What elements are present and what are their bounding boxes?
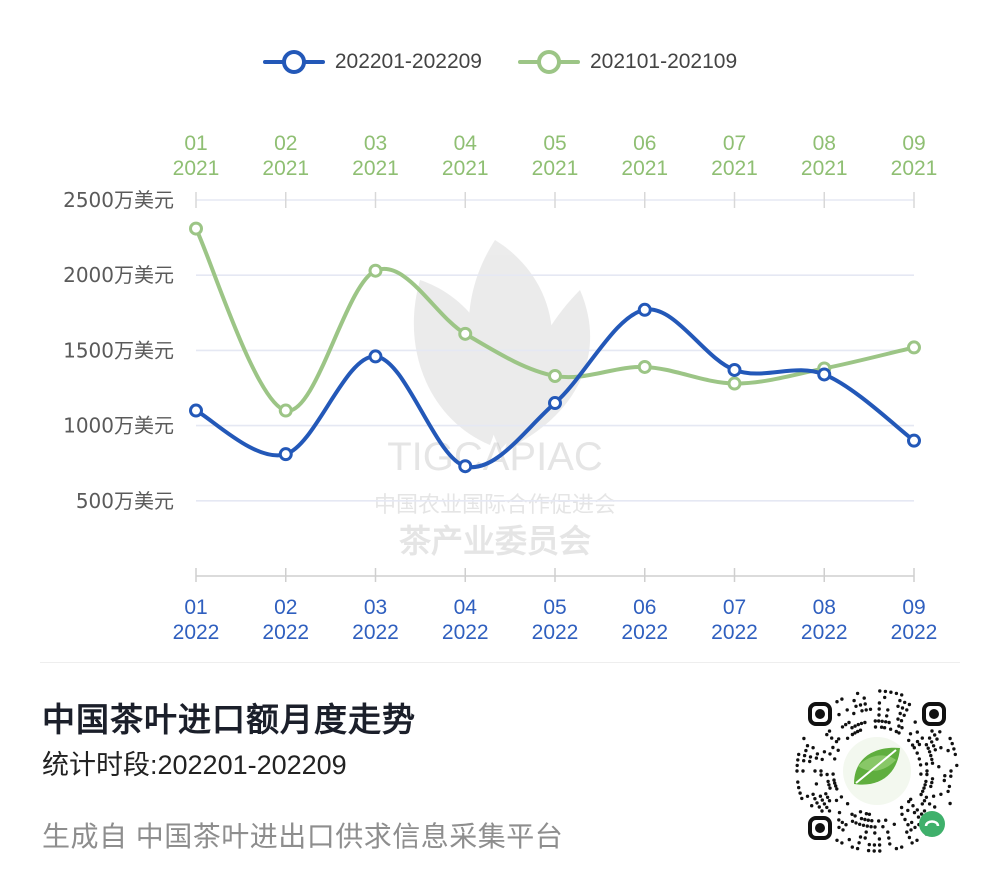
page-title: 中国茶叶进口额月度走势 <box>42 701 416 738</box>
x-tick-label-year: 2022 <box>891 621 938 644</box>
legend-swatch-2021 <box>518 50 580 74</box>
source-text: 生成自 中国茶叶进出口供求信息采集平台 <box>42 821 564 852</box>
x-top-label-month: 07 <box>723 132 746 155</box>
x-top-label-year: 2021 <box>532 157 579 180</box>
x-tick-label-month: 05 <box>543 596 566 619</box>
x-tick-label-month: 01 <box>184 596 207 619</box>
x-tick-label-year: 2022 <box>352 621 399 644</box>
x-top-label-month: 01 <box>184 132 207 155</box>
legend-swatch-2022 <box>262 50 325 74</box>
x-tick-label-year: 2022 <box>621 621 668 644</box>
y-tick-label: 500万美元 <box>76 489 174 513</box>
data-point-2022 <box>817 367 832 382</box>
x-top-label-year: 2021 <box>262 157 309 180</box>
data-point-2021 <box>278 403 293 418</box>
y-tick-label: 1500万美元 <box>63 338 174 362</box>
chart-legend: 202201-202209 202101-202109 <box>0 50 1000 74</box>
line-chart: 500万美元1000万美元1500万美元2000万美元2500万美元012022… <box>63 132 938 644</box>
footer-divider <box>40 662 960 663</box>
x-top-label-month: 06 <box>633 132 656 155</box>
x-top-label-month: 04 <box>454 132 478 155</box>
x-tick-label-year: 2022 <box>173 621 220 644</box>
x-top-label-month: 09 <box>902 132 925 155</box>
data-point-2021 <box>368 263 383 278</box>
y-tick-label: 2000万美元 <box>63 263 174 287</box>
wechat-miniprogram-icon <box>919 811 945 837</box>
x-top-label-year: 2021 <box>621 157 668 180</box>
y-tick-label: 1000万美元 <box>63 414 174 438</box>
data-point-2022 <box>727 362 742 377</box>
stat-period: 统计时段:202201-202209 <box>42 750 347 780</box>
data-point-2022 <box>907 433 921 448</box>
data-point-2022 <box>368 349 383 364</box>
x-top-label-month: 05 <box>543 132 566 155</box>
x-top-label-year: 2021 <box>442 157 489 180</box>
x-tick-label-year: 2022 <box>711 621 758 644</box>
x-top-label-year: 2021 <box>891 157 938 180</box>
data-point-2022 <box>458 459 473 474</box>
x-top-label-year: 2021 <box>352 157 399 180</box>
x-tick-label-month: 07 <box>723 596 746 619</box>
x-top-label-year: 2021 <box>173 157 220 180</box>
x-tick-label-month: 09 <box>902 596 925 619</box>
legend-label-2021: 202101-202109 <box>590 50 738 73</box>
mini-program-qr-code[interactable] <box>792 686 962 856</box>
series-line-2021 <box>194 226 916 413</box>
legend-item-2021[interactable]: 202101-202109 <box>518 50 737 74</box>
data-point-2021 <box>727 376 742 391</box>
data-point-2022 <box>189 403 203 418</box>
data-point-2021 <box>548 368 562 383</box>
x-top-label-year: 2021 <box>801 157 848 180</box>
x-tick-label-month: 08 <box>813 596 836 619</box>
data-point-2022 <box>548 396 562 411</box>
x-tick-label-year: 2022 <box>442 621 489 644</box>
series-line-2022 <box>194 307 916 470</box>
x-tick-label-month: 03 <box>364 596 387 619</box>
x-tick-label-month: 02 <box>274 596 297 619</box>
data-point-2021 <box>637 359 652 374</box>
data-point-2022 <box>637 302 652 317</box>
legend-label-2022: 202201-202209 <box>334 50 482 73</box>
x-top-label-month: 03 <box>364 132 387 155</box>
legend-item-2022[interactable]: 202201-202209 <box>262 50 482 74</box>
data-point-2021 <box>907 340 921 355</box>
x-tick-label-year: 2022 <box>262 621 309 644</box>
x-top-label-month: 08 <box>813 132 836 155</box>
x-top-label-year: 2021 <box>711 157 758 180</box>
y-tick-label: 2500万美元 <box>63 188 174 212</box>
data-point-2021 <box>458 326 473 341</box>
x-tick-label-year: 2022 <box>801 621 848 644</box>
tea-leaf-icon <box>854 747 900 785</box>
data-point-2022 <box>278 447 293 462</box>
x-tick-label-month: 04 <box>454 596 478 619</box>
x-top-label-month: 02 <box>274 132 297 155</box>
x-tick-label-month: 06 <box>633 596 656 619</box>
x-tick-label-year: 2022 <box>532 621 579 644</box>
data-point-2021 <box>189 221 203 236</box>
